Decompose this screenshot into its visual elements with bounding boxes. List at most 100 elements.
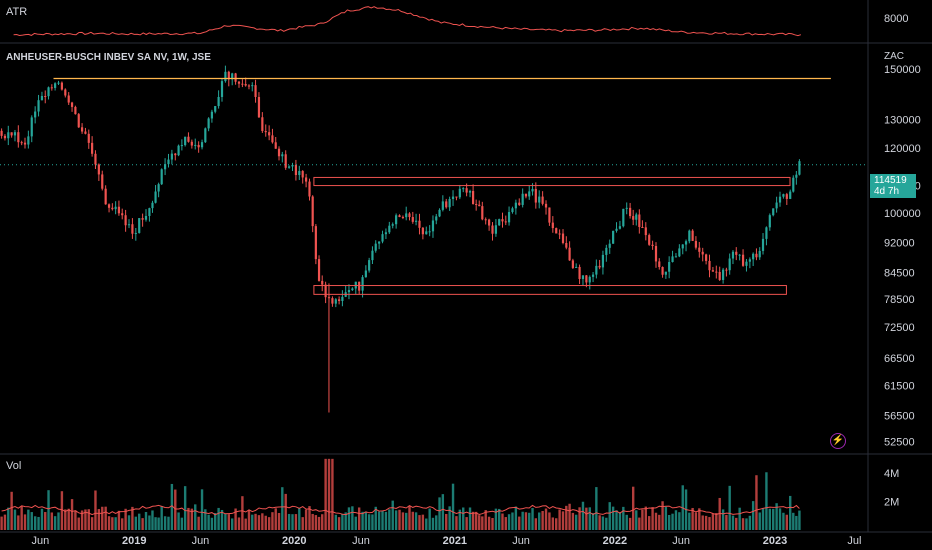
- volume-bar: [284, 493, 287, 530]
- volume-bar: [745, 518, 748, 530]
- candle-body: [608, 243, 611, 248]
- candle-body: [124, 215, 127, 226]
- candle-body: [481, 206, 484, 220]
- volume-bar: [481, 516, 484, 530]
- volume-bar: [588, 507, 591, 530]
- lightning-icon[interactable]: ⚡: [830, 433, 846, 449]
- volume-bar: [622, 506, 625, 530]
- volume-bar: [761, 508, 765, 530]
- candle-body: [47, 87, 50, 97]
- currency-label: ZAC: [884, 51, 904, 62]
- candle-body: [568, 247, 571, 261]
- candle-body: [111, 207, 114, 210]
- last-price-value: 114519: [874, 175, 907, 186]
- volume-bar: [394, 510, 398, 530]
- candle-body: [531, 188, 534, 192]
- volume-bar: [167, 516, 170, 530]
- candle-body: [200, 142, 204, 148]
- candle-body: [361, 277, 364, 291]
- volume-bar: [234, 508, 237, 530]
- candle-body: [738, 254, 741, 256]
- candle-body: [84, 131, 87, 134]
- volume-bar: [327, 458, 331, 530]
- time-axis: Jun 2019 Jun 2020 Jun 2021 Jun 2022 Jun 2023 Jul: [31, 535, 861, 547]
- candle-body: [548, 207, 551, 223]
- candle-body: [484, 219, 487, 221]
- panel-dividers: [0, 0, 932, 533]
- candle-body: [661, 267, 664, 275]
- volume-bar: [67, 508, 70, 530]
- volume-bar: [571, 512, 575, 530]
- volume-bar: [451, 483, 455, 530]
- volume-bar: [148, 515, 151, 530]
- volume-bar: [388, 509, 391, 530]
- candle-body: [654, 246, 658, 262]
- volume-bar: [20, 506, 23, 530]
- volume-bar: [628, 517, 632, 530]
- candle-body: [438, 209, 441, 217]
- volume-bar: [114, 517, 117, 530]
- volume-bar: [33, 516, 37, 530]
- candle-body: [364, 270, 367, 278]
- candle-body: [184, 136, 187, 146]
- candle-body: [284, 154, 287, 168]
- candle-body: [615, 228, 618, 231]
- candle-body: [462, 188, 465, 190]
- volume-bar: [421, 514, 425, 530]
- price-axis-tick: 92000: [884, 238, 915, 250]
- volume-bar: [487, 516, 491, 530]
- volume-bar: [484, 510, 487, 530]
- candle-body: [551, 222, 554, 229]
- volume-bar: [504, 517, 507, 530]
- candle-body: [251, 85, 254, 87]
- volume-bar: [311, 513, 314, 530]
- candle-body: [511, 208, 514, 213]
- candle-body: [475, 204, 478, 206]
- volume-bar: [721, 509, 725, 530]
- candle-body: [414, 220, 418, 222]
- candle-body: [428, 231, 431, 233]
- candle-body: [64, 89, 67, 96]
- volume-bar: [347, 507, 351, 530]
- candle-body: [648, 235, 651, 245]
- candle-body: [752, 253, 755, 260]
- volume-bar: [651, 507, 654, 530]
- volume-bar: [748, 515, 752, 530]
- candle-body: [314, 226, 317, 260]
- volume-bar: [267, 517, 271, 530]
- support-resistance-zone: [313, 176, 791, 187]
- volume-bar: [37, 516, 40, 530]
- candle-body: [778, 196, 782, 203]
- candle-body: [701, 251, 704, 255]
- volume-bar: [435, 515, 438, 530]
- time-axis-tick: Jun: [192, 535, 210, 547]
- candle-body: [671, 256, 674, 263]
- candle-body: [358, 281, 361, 291]
- candle-body: [775, 202, 778, 209]
- candle-body: [558, 233, 561, 235]
- volume-bar: [197, 516, 200, 530]
- volume-bar: [661, 501, 664, 530]
- candle-body: [210, 111, 214, 119]
- volume-bar: [518, 516, 521, 530]
- volume-bar: [257, 515, 261, 530]
- volume-bar: [367, 514, 371, 530]
- volume-bar: [361, 511, 364, 530]
- candle-body: [311, 196, 314, 227]
- candle-body: [644, 227, 647, 236]
- volume-bar: [334, 514, 338, 530]
- volume-bar: [448, 506, 451, 530]
- volume-bar: [658, 514, 661, 530]
- volume-bar: [638, 517, 641, 530]
- candle-body: [668, 262, 671, 272]
- candle-body: [67, 95, 70, 103]
- volume-bar: [227, 514, 230, 530]
- candle-body: [60, 82, 64, 90]
- candle-body: [641, 226, 644, 228]
- volume-bar: [30, 512, 33, 530]
- candle-body: [514, 202, 517, 209]
- bar-countdown: 4d 7h: [874, 186, 900, 197]
- volume-bar: [494, 508, 498, 530]
- volume-bar: [331, 458, 334, 530]
